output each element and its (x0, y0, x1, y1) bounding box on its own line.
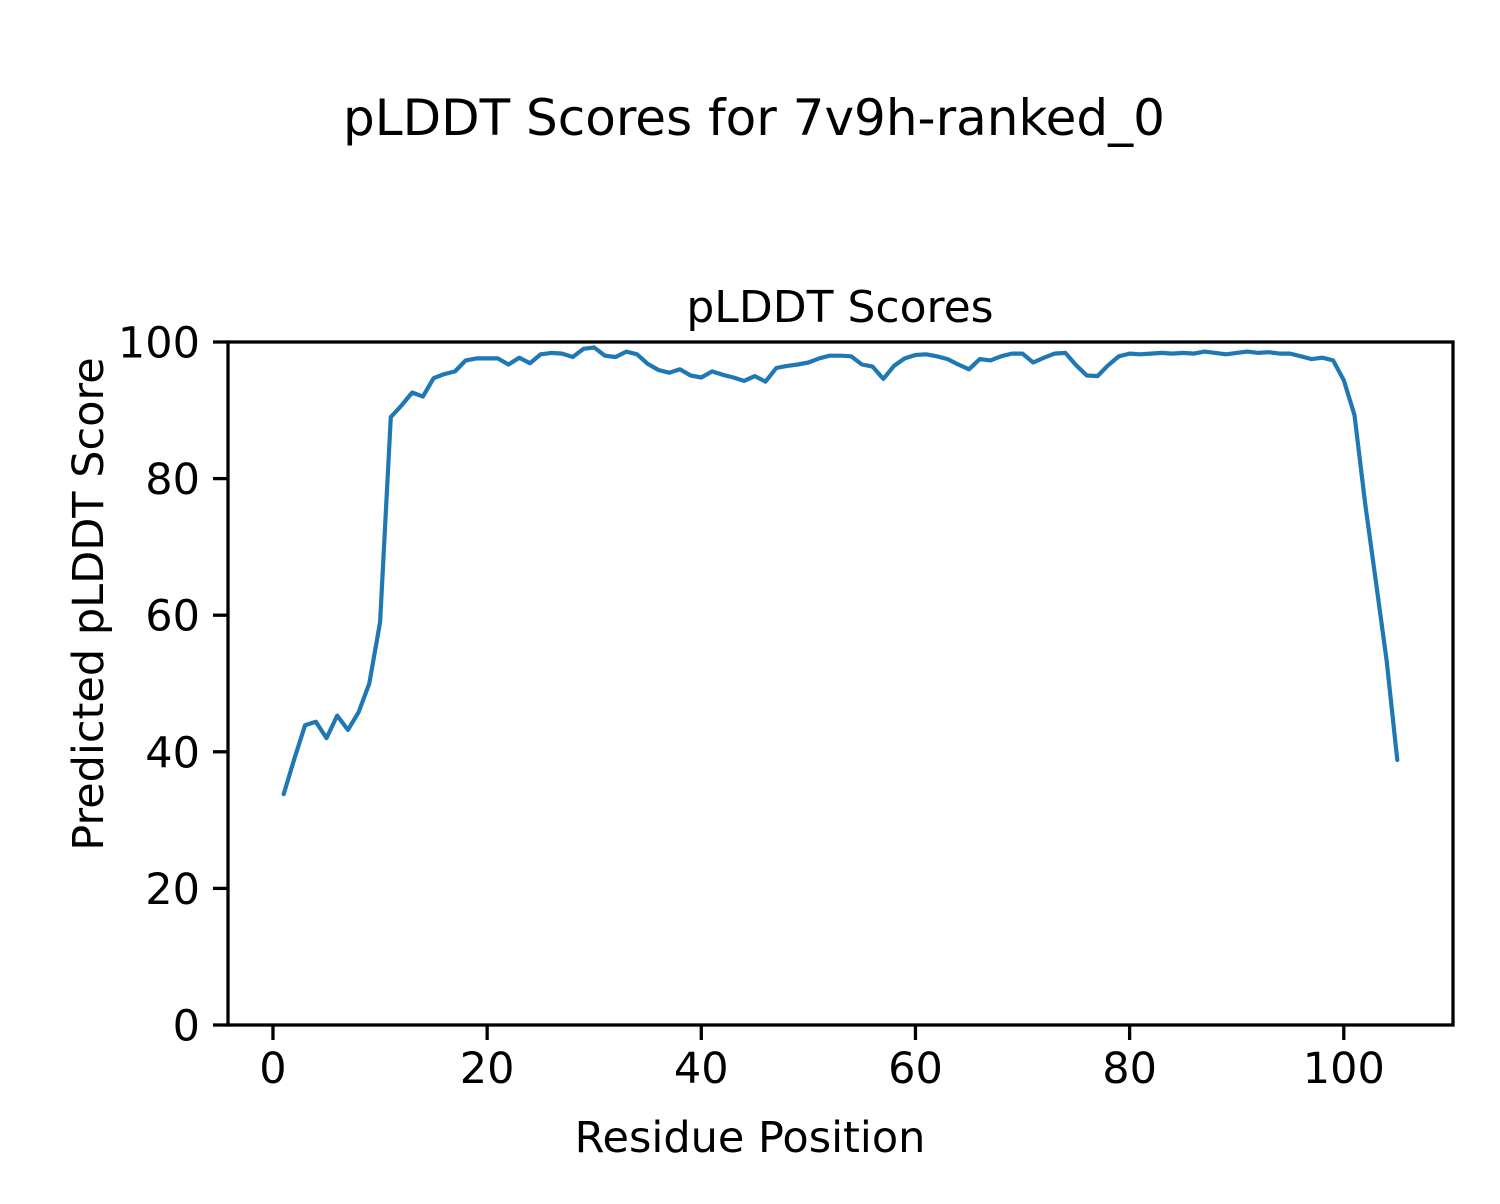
x-tick-label: 100 (1303, 1044, 1385, 1094)
plddt-line (281, 345, 1400, 797)
x-tick-label: 0 (259, 1044, 286, 1094)
y-tick-label: 40 (145, 728, 200, 778)
x-tick-label: 80 (1102, 1044, 1157, 1094)
axes-frame (226, 340, 1455, 1027)
axes-title: pLDDT Scores (686, 282, 993, 333)
y-axis-ticks: 0 20 40 60 80 100 (118, 319, 228, 1052)
x-tick-label: 60 (888, 1044, 943, 1094)
figure-title: pLDDT Scores for 7v9h-ranked_0 (343, 89, 1165, 147)
y-tick-label: 20 (145, 865, 200, 915)
x-tick-label: 40 (674, 1044, 729, 1094)
y-axis-label: Predicted pLDDT Score (64, 357, 114, 850)
y-tick-label: 60 (145, 592, 200, 642)
y-tick-label: 0 (173, 1002, 200, 1052)
x-tick-label: 20 (460, 1044, 515, 1094)
plot-lines (281, 345, 1400, 797)
y-tick-label: 100 (118, 319, 200, 369)
x-axis-label: Residue Position (575, 1113, 926, 1163)
x-axis-ticks: 0 20 40 60 80 100 (259, 1025, 1385, 1094)
y-tick-label: 80 (145, 455, 200, 505)
